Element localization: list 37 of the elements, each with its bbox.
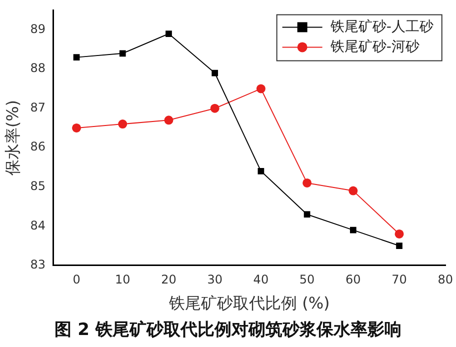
x-tick-label: 0	[72, 272, 80, 287]
point	[118, 120, 128, 129]
point	[73, 54, 80, 60]
point	[166, 30, 172, 37]
x-tick-label: 80	[438, 272, 454, 287]
point	[302, 178, 312, 188]
legend-label: 铁尾矿砂-河砂	[329, 38, 420, 55]
y-tick-label: 86	[30, 140, 46, 154]
point	[210, 104, 220, 113]
x-tick-label: 50	[299, 272, 315, 287]
y-axis-title: 保水率(%)	[2, 100, 22, 176]
x-tick-label: 70	[392, 272, 407, 287]
x-tick-label: 60	[346, 272, 361, 287]
x-tick-label: 40	[253, 272, 269, 287]
point	[348, 186, 358, 196]
x-tick-label: 10	[114, 272, 130, 287]
caption: 图 2 铁尾矿砂取代比例对砌筑砂浆保水率影响	[54, 319, 402, 341]
y-tick-label: 89	[30, 22, 46, 36]
point	[119, 50, 126, 57]
point	[304, 211, 310, 218]
point	[72, 123, 82, 132]
point	[256, 84, 266, 94]
point	[212, 70, 218, 76]
x-axis-title: 铁尾矿砂取代比例 (%)	[168, 294, 330, 313]
y-tick-label: 84	[30, 218, 46, 232]
point	[164, 116, 174, 125]
x-tick-label: 20	[161, 272, 176, 287]
y-tick-label: 88	[30, 61, 46, 76]
y-tick-label: 83	[30, 258, 46, 272]
y-tick-label: 87	[30, 100, 46, 114]
legend-label: 铁尾矿砂-人工砂	[329, 18, 434, 35]
y-tick-label: 85	[30, 179, 46, 193]
point	[258, 168, 264, 174]
point	[394, 229, 404, 238]
point	[350, 226, 356, 234]
x-tick-label: 30	[207, 272, 222, 287]
point	[396, 242, 402, 249]
